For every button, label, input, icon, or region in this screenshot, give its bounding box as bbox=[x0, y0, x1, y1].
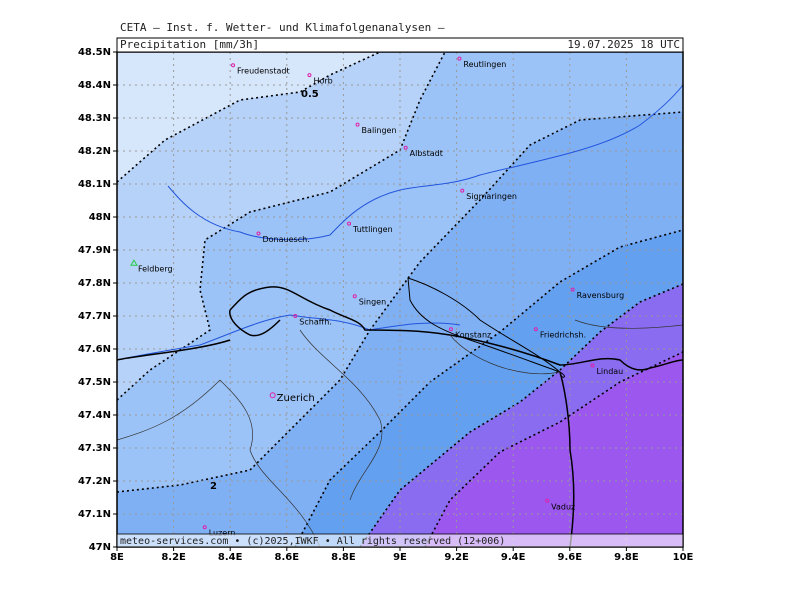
y-tick-label: 48.1N bbox=[78, 179, 111, 190]
city-label: Lindau bbox=[596, 367, 623, 376]
x-tick-label: 8.4E bbox=[218, 552, 243, 563]
city-marker bbox=[256, 231, 261, 236]
city-label: Singen bbox=[359, 298, 386, 307]
city-label: Schaffh. bbox=[299, 318, 332, 327]
x-tick-label: 9.4E bbox=[501, 552, 526, 563]
city-marker bbox=[202, 525, 207, 530]
valid-time: 19.07.2025 18 UTC bbox=[567, 38, 680, 51]
city-marker bbox=[403, 145, 408, 150]
city-label: Luzern bbox=[209, 529, 236, 538]
y-tick-label: 48.4N bbox=[78, 80, 111, 91]
x-tick-label: 8E bbox=[110, 552, 124, 563]
grid bbox=[117, 52, 683, 547]
city-marker bbox=[355, 122, 360, 127]
field-label: Precipitation [mm/3h] bbox=[120, 38, 259, 51]
city-marker bbox=[460, 188, 465, 193]
city-marker bbox=[293, 314, 298, 318]
city-label: Horb bbox=[313, 77, 332, 86]
x-tick-label: 9.8E bbox=[614, 552, 639, 563]
city-label: Vaduz bbox=[551, 502, 575, 511]
y-tick-label: 47.8N bbox=[78, 278, 111, 289]
city-label: Donauesch. bbox=[263, 235, 310, 244]
y-tick-label: 48.3N bbox=[78, 113, 111, 124]
x-tick-label: 8.6E bbox=[275, 552, 300, 563]
city-label: Friedrichsh. bbox=[540, 331, 586, 340]
city-marker bbox=[545, 498, 550, 503]
city-label: Albstadt bbox=[410, 149, 443, 158]
cities: Freudenstadt Horb Reutlingen Balingen Albsta… bbox=[130, 56, 625, 538]
y-tick-label: 47.5N bbox=[78, 377, 111, 388]
city-marker bbox=[352, 294, 357, 299]
city-marker bbox=[231, 63, 236, 68]
y-tick-label: 48N bbox=[89, 212, 111, 223]
city-marker bbox=[307, 73, 312, 78]
city-marker bbox=[130, 259, 138, 266]
city-label: Balingen bbox=[362, 126, 397, 135]
city-marker bbox=[448, 327, 453, 332]
y-tick-label: 47.7N bbox=[78, 311, 111, 322]
city-marker bbox=[347, 221, 352, 226]
city-marker bbox=[269, 392, 276, 399]
x-tick-label: 8.2E bbox=[161, 552, 186, 563]
y-tick-label: 47.4N bbox=[78, 410, 111, 421]
x-tick-label: 9E bbox=[393, 552, 407, 563]
city-marker bbox=[590, 363, 595, 368]
city-label: Reutlingen bbox=[463, 60, 506, 69]
city-marker bbox=[570, 287, 575, 292]
y-tick-label: 48.5N bbox=[78, 47, 111, 58]
y-tick-label: 47N bbox=[89, 542, 111, 553]
y-tick-label: 48.2N bbox=[78, 146, 111, 157]
city-label: Tuttlingen bbox=[352, 225, 393, 234]
precip-field: Freudenstadt Horb Reutlingen Balingen Albsta… bbox=[117, 52, 683, 547]
x-tick-label: 10E bbox=[673, 552, 694, 563]
city-label: Feldberg bbox=[138, 265, 173, 274]
contour-label: 2 bbox=[210, 481, 217, 492]
city-label: Freudenstadt bbox=[237, 67, 290, 76]
city-marker bbox=[533, 327, 538, 332]
footer: meteo-services.com • (c)2025,IWKF • All … bbox=[120, 536, 505, 547]
admin-lines bbox=[117, 319, 683, 547]
y-tick-label: 47.9N bbox=[78, 245, 111, 256]
header-title: CETA — Inst. f. Wetter- und Klimafolgena… bbox=[120, 21, 445, 34]
info-bar bbox=[116, 37, 684, 53]
band bbox=[425, 352, 683, 547]
x-tick-label: 9.2E bbox=[444, 552, 469, 563]
x-tick-label: 8.8E bbox=[331, 552, 356, 563]
y-tick-label: 47.6N bbox=[78, 344, 111, 355]
y-tick-label: 47.2N bbox=[78, 476, 111, 487]
city-label: Sigmaringen bbox=[466, 192, 517, 201]
rivers bbox=[117, 84, 683, 361]
city-label: Zuerich bbox=[277, 393, 315, 404]
city-marker bbox=[457, 56, 462, 61]
city-label: Ravensburg bbox=[577, 291, 625, 300]
contour-label: 0.5 bbox=[301, 89, 319, 100]
city-label: Konstanz bbox=[455, 331, 491, 340]
x-tick-label: 9.6E bbox=[558, 552, 583, 563]
y-tick-label: 47.1N bbox=[78, 509, 111, 520]
y-tick-label: 47.3N bbox=[78, 443, 111, 454]
